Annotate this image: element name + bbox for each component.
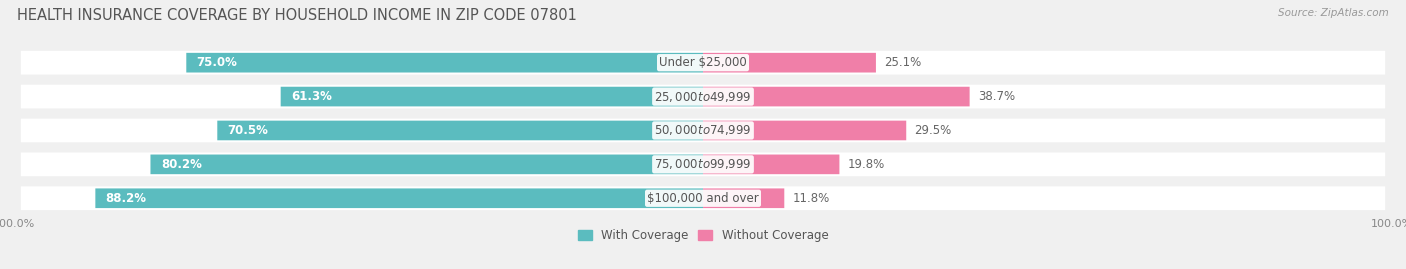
Text: 88.2%: 88.2%	[105, 192, 146, 205]
FancyBboxPatch shape	[218, 121, 703, 140]
Text: $75,000 to $99,999: $75,000 to $99,999	[654, 157, 752, 171]
FancyBboxPatch shape	[21, 153, 1385, 176]
FancyBboxPatch shape	[703, 188, 785, 208]
Text: 80.2%: 80.2%	[160, 158, 201, 171]
FancyBboxPatch shape	[186, 53, 703, 73]
Text: 70.5%: 70.5%	[228, 124, 269, 137]
FancyBboxPatch shape	[281, 87, 703, 107]
FancyBboxPatch shape	[96, 188, 703, 208]
FancyBboxPatch shape	[703, 121, 907, 140]
Text: 61.3%: 61.3%	[291, 90, 332, 103]
Text: 75.0%: 75.0%	[197, 56, 238, 69]
Text: 25.1%: 25.1%	[884, 56, 921, 69]
Text: 19.8%: 19.8%	[848, 158, 884, 171]
FancyBboxPatch shape	[703, 53, 876, 73]
FancyBboxPatch shape	[150, 154, 703, 174]
FancyBboxPatch shape	[21, 119, 1385, 142]
Legend: With Coverage, Without Coverage: With Coverage, Without Coverage	[572, 224, 834, 247]
Text: $50,000 to $74,999: $50,000 to $74,999	[654, 123, 752, 137]
Text: $25,000 to $49,999: $25,000 to $49,999	[654, 90, 752, 104]
Text: HEALTH INSURANCE COVERAGE BY HOUSEHOLD INCOME IN ZIP CODE 07801: HEALTH INSURANCE COVERAGE BY HOUSEHOLD I…	[17, 8, 576, 23]
Text: 11.8%: 11.8%	[793, 192, 830, 205]
FancyBboxPatch shape	[21, 85, 1385, 108]
FancyBboxPatch shape	[21, 186, 1385, 210]
FancyBboxPatch shape	[703, 154, 839, 174]
FancyBboxPatch shape	[21, 51, 1385, 75]
Text: 38.7%: 38.7%	[979, 90, 1015, 103]
Text: Source: ZipAtlas.com: Source: ZipAtlas.com	[1278, 8, 1389, 18]
FancyBboxPatch shape	[703, 87, 970, 107]
Text: Under $25,000: Under $25,000	[659, 56, 747, 69]
Text: 29.5%: 29.5%	[914, 124, 952, 137]
Text: $100,000 and over: $100,000 and over	[647, 192, 759, 205]
